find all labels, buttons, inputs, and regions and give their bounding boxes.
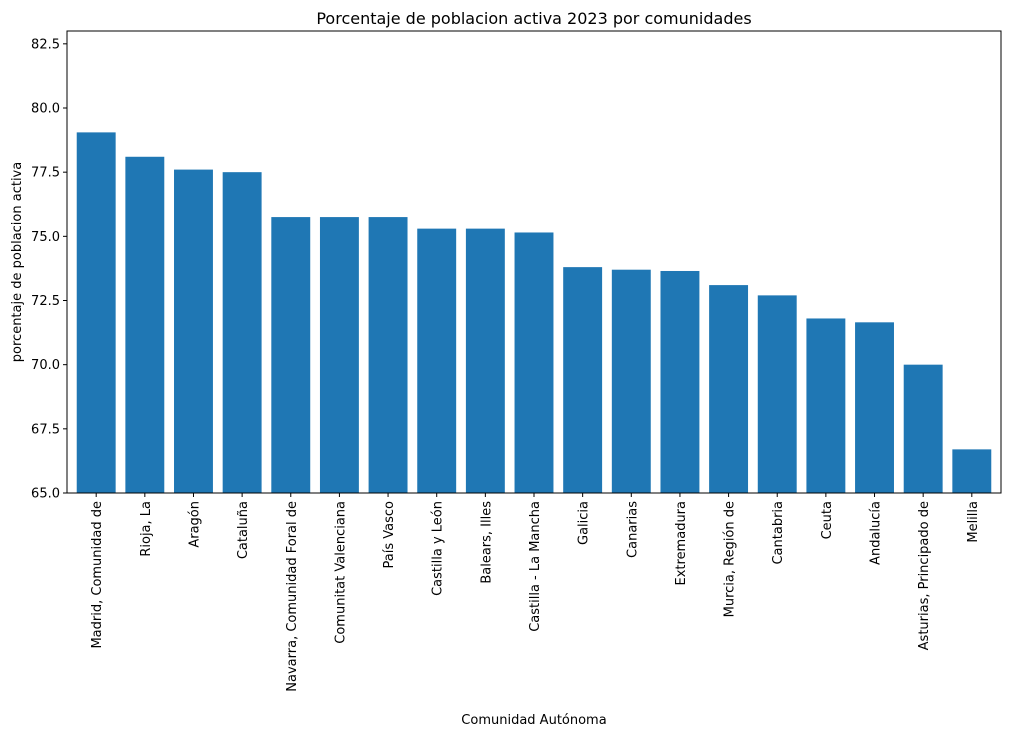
bar xyxy=(125,156,165,493)
bar xyxy=(174,169,213,493)
bar xyxy=(417,228,457,493)
x-tick-label: Balears, Illes xyxy=(479,501,494,584)
x-tick-label: Asturias, Principado de xyxy=(917,501,932,650)
bar xyxy=(806,318,846,493)
x-tick-label: Canarias xyxy=(625,501,640,558)
y-tick-label: 80.0 xyxy=(31,102,60,117)
x-tick-label: País Vasco xyxy=(382,501,397,569)
y-tick-label: 72.5 xyxy=(31,294,60,309)
x-tick-label: Andalucía xyxy=(869,501,884,565)
x-tick-label: Ceuta xyxy=(820,501,835,539)
x-tick-label: Galicia xyxy=(577,501,592,545)
chart-title: Porcentaje de poblacion activa 2023 por … xyxy=(316,9,751,28)
x-tick-label: Madrid, Comunidad de xyxy=(90,501,105,649)
x-tick-label: Melilla xyxy=(966,501,981,543)
x-tick-label: Cantabria xyxy=(771,501,786,565)
y-axis: 65.0 67.5 70.0 72.5 75.0 77.5 80.0 82.5 xyxy=(31,37,67,502)
x-tick-label: Rioja, La xyxy=(139,501,154,557)
bar xyxy=(76,132,116,493)
bar xyxy=(465,228,505,493)
y-axis-label: porcentaje de poblacion activa xyxy=(10,162,25,362)
y-tick-label: 75.0 xyxy=(31,230,60,245)
bar xyxy=(368,217,408,493)
y-tick-label: 67.5 xyxy=(31,422,60,437)
bar xyxy=(271,217,311,493)
bar xyxy=(709,285,749,493)
bar xyxy=(563,267,603,493)
x-tick-label: Aragón xyxy=(187,501,202,548)
x-axis-label: Comunidad Autónoma xyxy=(461,713,606,728)
bar xyxy=(952,449,992,493)
bar xyxy=(319,217,359,493)
bar xyxy=(903,364,943,493)
x-tick-label: Comunitat Valenciana xyxy=(333,501,348,644)
bar xyxy=(757,295,797,493)
y-tick-label: 70.0 xyxy=(31,358,60,373)
y-tick-label: 77.5 xyxy=(31,166,60,181)
bar xyxy=(855,322,894,493)
bar xyxy=(611,269,651,493)
bar xyxy=(514,232,554,494)
y-tick-label: 82.5 xyxy=(31,37,60,52)
x-tick-label: Extremadura xyxy=(674,501,689,586)
x-tick-label: Navarra, Comunidad Foral de xyxy=(285,501,300,692)
y-tick-label: 65.0 xyxy=(31,487,60,502)
bar xyxy=(222,172,262,494)
bars-group xyxy=(76,132,992,494)
x-tick-label: Cataluña xyxy=(236,501,251,559)
x-tick-label: Murcia, Región de xyxy=(723,501,738,617)
x-tick-label: Castilla y León xyxy=(431,501,446,596)
x-tick-label: Castilla - La Mancha xyxy=(528,501,543,632)
x-axis: Madrid, Comunidad de Rioja, La Aragón Catal… xyxy=(90,493,981,692)
bar xyxy=(660,270,700,493)
